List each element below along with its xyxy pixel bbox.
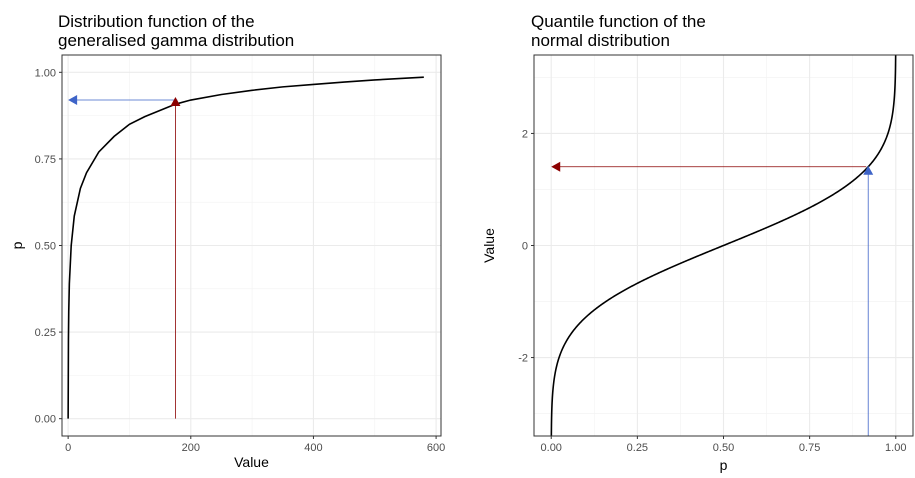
right-x-tick-label: 1.00 xyxy=(885,442,906,454)
left-y-tick-label: 1.00 xyxy=(35,67,56,79)
left-x-tick-label: 0 xyxy=(65,442,71,454)
right-x-axis-title: p xyxy=(720,457,728,473)
left-x-tick-label: 200 xyxy=(182,442,200,454)
left-chart: 0 200 400 600 0.00 0.25 0.50 0.75 1.00 Value p xyxy=(9,55,445,470)
right-x-tick-label: 0.50 xyxy=(713,442,734,454)
left-y-axis-title: p xyxy=(9,241,25,249)
left-x-tick-label: 400 xyxy=(304,442,322,454)
right-x-tick-label: 0.00 xyxy=(541,442,562,454)
right-y-tick-label: -2 xyxy=(518,353,528,365)
right-x-tick-label: 0.25 xyxy=(627,442,648,454)
left-y-tick-label: 0.00 xyxy=(35,414,56,426)
left-x-tick-label: 600 xyxy=(427,442,445,454)
left-y-tick-label: 0.75 xyxy=(35,154,56,166)
right-y-axis-title: Value xyxy=(481,228,497,263)
right-x-tick-label: 0.75 xyxy=(799,442,820,454)
right-y-tick-label: 0 xyxy=(522,241,528,253)
left-x-axis-title: Value xyxy=(234,454,269,470)
left-y-tick-label: 0.25 xyxy=(35,327,56,339)
right-chart: 0.00 0.25 0.50 0.75 1.00 -2 0 2 p Value xyxy=(481,53,913,473)
right-y-tick-label: 2 xyxy=(522,128,528,140)
left-y-tick-label: 0.50 xyxy=(35,241,56,253)
